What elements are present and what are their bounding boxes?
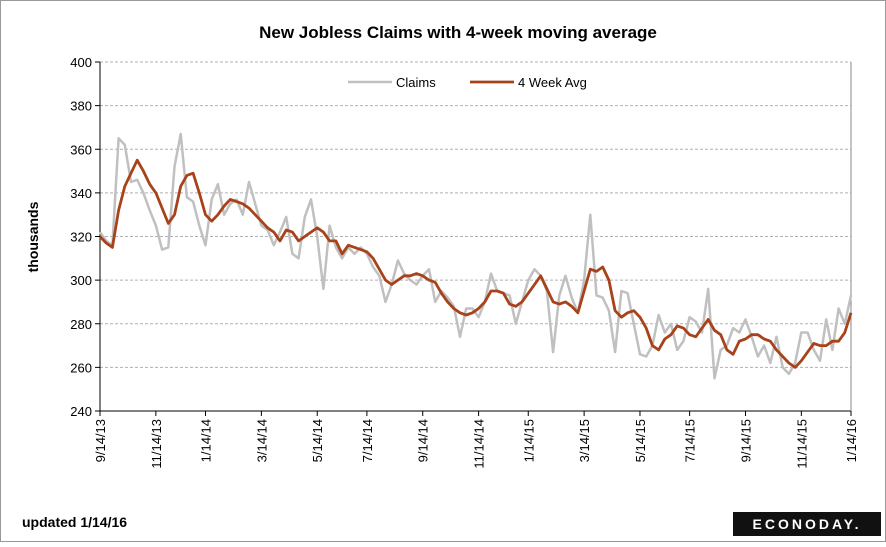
x-tick-label: 1/14/16: [844, 419, 859, 462]
y-tick-label: 380: [70, 99, 92, 114]
y-axis-label: thousands: [25, 201, 41, 272]
footer: updated 1/14/16: [22, 514, 127, 530]
x-tick-label: 9/14/14: [416, 419, 431, 462]
x-tick-label: 3/14/14: [254, 419, 269, 462]
x-tick-label: 11/14/15: [794, 419, 809, 469]
x-tick-label: 1/14/14: [199, 419, 214, 462]
x-tick-label: 7/14/14: [360, 419, 375, 462]
y-tick-label: 320: [70, 230, 92, 245]
x-tick-label: 3/14/15: [577, 419, 592, 462]
y-tick-label: 260: [70, 360, 92, 375]
chart-title: New Jobless Claims with 4-week moving av…: [259, 23, 657, 42]
x-tick-label: 5/14/15: [633, 419, 648, 462]
y-tick-label: 300: [70, 273, 92, 288]
x-tick-label: 9/14/13: [93, 419, 108, 462]
y-tick-label: 280: [70, 317, 92, 332]
x-tick-label: 11/14/14: [472, 419, 487, 469]
y-tick-label: 340: [70, 186, 92, 201]
y-tick-label: 360: [70, 142, 92, 157]
x-tick-label: 11/14/13: [149, 419, 164, 469]
series-line: [98, 158, 853, 369]
x-tick-label: 1/14/15: [521, 419, 536, 462]
x-tick-label: 5/14/14: [310, 419, 325, 462]
legend-label: 4 Week Avg: [518, 75, 587, 90]
y-tick-label: 400: [70, 55, 92, 70]
x-tick-label: 7/14/15: [683, 419, 698, 462]
logo: ECONODAY.: [753, 516, 862, 532]
logo-box: [733, 512, 881, 536]
y-tick-label: 240: [70, 404, 92, 419]
x-tick-label: 9/14/15: [738, 419, 753, 462]
legend-label: Claims: [396, 75, 436, 90]
